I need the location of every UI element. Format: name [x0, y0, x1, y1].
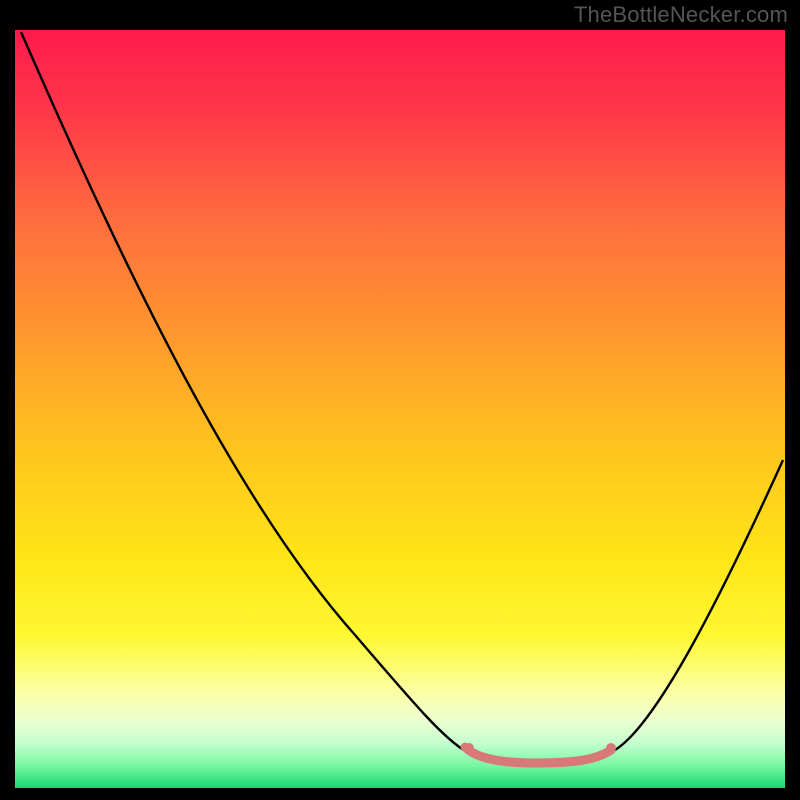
optimal-zone-start-marker	[464, 743, 474, 753]
bottleneck-curve	[21, 32, 783, 763]
optimal-zone-highlight	[465, 747, 611, 763]
chart-stage: TheBottleNecker.com	[0, 0, 800, 800]
curve-layer	[15, 30, 785, 788]
watermark-text: TheBottleNecker.com	[574, 2, 788, 28]
optimal-zone-end-marker	[606, 743, 616, 753]
